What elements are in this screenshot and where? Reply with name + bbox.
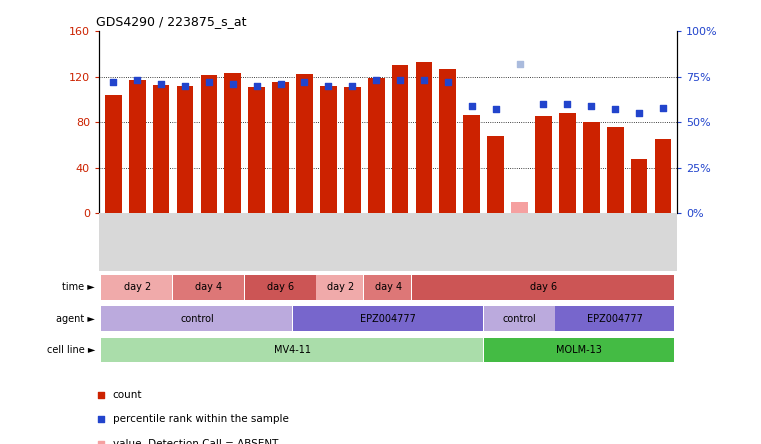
Text: cell line ►: cell line ►	[46, 345, 95, 355]
Bar	[559, 113, 576, 213]
Text: control: control	[180, 313, 214, 324]
Bar	[101, 337, 483, 362]
Point	[609, 106, 621, 113]
Bar	[317, 275, 364, 300]
Text: percentile rank within the sample: percentile rank within the sample	[113, 414, 288, 424]
Bar	[200, 75, 217, 213]
Bar	[416, 62, 432, 213]
Point	[322, 82, 334, 89]
Bar	[484, 337, 674, 362]
Bar	[173, 275, 244, 300]
Point	[342, 139, 354, 146]
Bar	[511, 202, 528, 213]
Bar	[153, 84, 170, 213]
Bar	[654, 139, 671, 213]
Bar	[129, 80, 145, 213]
Bar	[101, 306, 291, 331]
Bar	[368, 78, 384, 213]
Point	[418, 77, 430, 84]
Text: count: count	[113, 390, 142, 400]
Point	[298, 79, 310, 86]
Text: day 4: day 4	[196, 282, 222, 293]
Bar	[105, 95, 122, 213]
Bar	[484, 306, 555, 331]
Text: MOLM-13: MOLM-13	[556, 345, 602, 355]
Text: day 4: day 4	[374, 282, 402, 293]
Text: day 2: day 2	[326, 282, 354, 293]
Bar	[392, 65, 409, 213]
Point	[342, 361, 354, 368]
Bar	[607, 127, 623, 213]
Bar	[631, 159, 648, 213]
Text: time ►: time ►	[62, 282, 95, 293]
Point	[489, 106, 501, 113]
Bar	[583, 122, 600, 213]
Point	[514, 60, 526, 67]
Bar	[320, 86, 336, 213]
Point	[633, 110, 645, 117]
Bar	[245, 275, 316, 300]
Bar	[344, 87, 361, 213]
Point	[394, 77, 406, 84]
Point	[346, 82, 358, 89]
Bar	[296, 74, 313, 213]
Point	[107, 79, 119, 86]
Text: GDS4290 / 223875_s_at: GDS4290 / 223875_s_at	[96, 16, 247, 28]
Bar	[365, 275, 411, 300]
Bar	[272, 82, 289, 213]
Point	[585, 102, 597, 109]
Point	[179, 82, 191, 89]
Bar	[248, 87, 265, 213]
Bar	[292, 306, 483, 331]
Point	[466, 102, 478, 109]
Point	[442, 79, 454, 86]
Point	[370, 77, 382, 84]
Point	[657, 104, 669, 111]
Bar	[412, 275, 674, 300]
Bar	[463, 115, 480, 213]
Bar	[535, 116, 552, 213]
Point	[131, 77, 143, 84]
Point	[155, 80, 167, 87]
Point	[562, 100, 574, 107]
Text: agent ►: agent ►	[56, 313, 95, 324]
Bar	[556, 306, 674, 331]
Point	[537, 100, 549, 107]
Bar	[101, 275, 172, 300]
Text: value, Detection Call = ABSENT: value, Detection Call = ABSENT	[113, 439, 278, 444]
Text: EPZ004777: EPZ004777	[360, 313, 416, 324]
Text: day 6: day 6	[267, 282, 294, 293]
Point	[202, 79, 215, 86]
Bar	[177, 86, 193, 213]
Text: day 6: day 6	[530, 282, 557, 293]
Point	[250, 82, 263, 89]
Point	[275, 80, 287, 87]
Bar	[224, 73, 241, 213]
Bar	[487, 136, 504, 213]
Text: MV4-11: MV4-11	[274, 345, 311, 355]
Point	[227, 80, 239, 87]
Text: control: control	[503, 313, 537, 324]
Text: day 2: day 2	[123, 282, 151, 293]
Bar	[440, 69, 457, 213]
Text: EPZ004777: EPZ004777	[587, 313, 643, 324]
